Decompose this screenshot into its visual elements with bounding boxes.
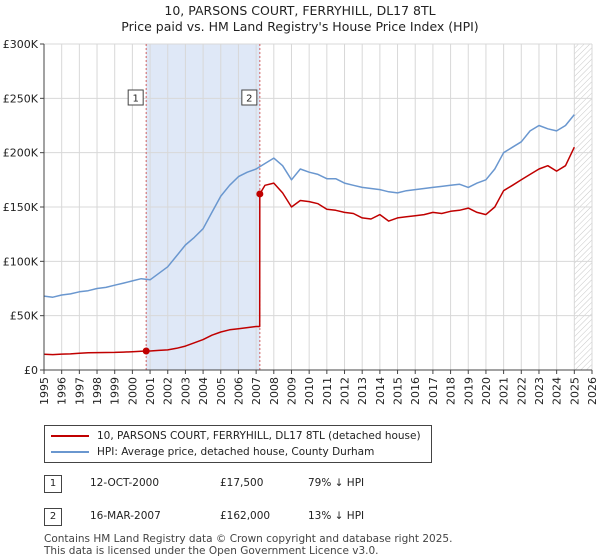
x-tick-label: 2004 — [197, 377, 210, 405]
transaction-date: 16-MAR-2007 — [90, 510, 161, 522]
x-tick-label: 1997 — [73, 377, 86, 405]
transaction-point — [256, 190, 264, 198]
transaction-badge-label: 1 — [132, 94, 138, 105]
x-tick-label: 2019 — [462, 377, 475, 405]
x-tick-label: 2002 — [162, 377, 175, 405]
x-tick-label: 2022 — [515, 377, 528, 405]
chart-legend: 10, PARSONS COURT, FERRYHILL, DL17 8TL (… — [44, 425, 432, 463]
x-tick-label: 2016 — [409, 377, 422, 405]
legend-item-hpi: HPI: Average price, detached house, Coun… — [51, 444, 374, 460]
transaction-badge: 1 — [44, 475, 62, 493]
footer-licence: This data is licensed under the Open Gov… — [44, 545, 379, 557]
transaction-point — [142, 347, 150, 355]
footer-copyright: Contains HM Land Registry data © Crown c… — [44, 533, 453, 545]
transaction-date: 12-OCT-2000 — [90, 477, 159, 489]
x-tick-label: 2009 — [285, 377, 298, 405]
x-tick-label: 1998 — [91, 377, 104, 405]
y-tick-label: £250K — [3, 92, 39, 105]
x-tick-label: 2024 — [551, 377, 564, 405]
y-tick-label: £200K — [3, 147, 39, 160]
transaction-badge: 2 — [44, 508, 62, 526]
transaction-hpi-diff: 13% ↓ HPI — [308, 510, 365, 522]
x-tick-label: 2021 — [498, 377, 511, 405]
x-tick-label: 1999 — [109, 377, 122, 405]
transaction-badge-box — [127, 89, 144, 106]
x-tick-label: 2013 — [356, 377, 369, 405]
x-tick-label: 2007 — [250, 377, 263, 405]
x-tick-label: 2005 — [215, 377, 228, 405]
legend-label-hpi: HPI: Average price, detached house, Coun… — [97, 446, 375, 458]
transaction-hpi-diff: 79% ↓ HPI — [308, 477, 365, 489]
transaction-badge-box — [241, 89, 258, 106]
chart-subtitle: Price paid vs. HM Land Registry's House … — [121, 19, 479, 34]
x-tick-label: 2018 — [445, 377, 458, 405]
x-tick-label: 2011 — [321, 377, 334, 405]
transaction-price: £17,500 — [220, 477, 264, 489]
x-tick-label: 2003 — [179, 377, 192, 405]
transaction-price: £162,000 — [220, 510, 271, 522]
x-tick-label: 2015 — [392, 377, 405, 405]
x-tick-label: 2017 — [427, 377, 440, 405]
x-tick-label: 2025 — [568, 377, 581, 405]
hpi-line — [44, 114, 575, 298]
y-tick-label: £300K — [3, 38, 39, 51]
x-tick-label: 1996 — [56, 377, 69, 405]
x-tick-label: 2014 — [374, 377, 387, 405]
x-tick-label: 2001 — [144, 377, 157, 405]
x-tick-label: 2020 — [480, 377, 493, 405]
chart-title: 10, PARSONS COURT, FERRYHILL, DL17 8TL — [164, 3, 436, 18]
x-tick-label: 1995 — [38, 377, 51, 405]
x-tick-label: 2023 — [533, 377, 546, 405]
y-tick-label: £50K — [10, 310, 39, 323]
legend-swatch-hpi — [51, 451, 89, 453]
x-tick-label: 2026 — [586, 377, 599, 405]
x-tick-label: 2008 — [268, 377, 281, 405]
x-tick-label: 2000 — [126, 377, 139, 405]
legend-item-property: 10, PARSONS COURT, FERRYHILL, DL17 8TL (… — [51, 428, 421, 444]
x-tick-label: 2006 — [232, 377, 245, 405]
x-tick-label: 2010 — [303, 377, 316, 405]
transaction-badge-label: 2 — [246, 94, 252, 105]
y-tick-label: £0 — [24, 364, 38, 377]
x-tick-label: 2012 — [339, 377, 352, 405]
y-tick-label: £100K — [3, 255, 39, 268]
legend-label-property: 10, PARSONS COURT, FERRYHILL, DL17 8TL (… — [97, 430, 421, 442]
property-price-line — [44, 146, 575, 356]
legend-swatch-property — [51, 435, 89, 437]
price-chart: £0 £50K £100K £150K £200K £250K £300K 1995 1996 1… — [3, 38, 599, 405]
y-tick-label: £150K — [3, 201, 39, 214]
